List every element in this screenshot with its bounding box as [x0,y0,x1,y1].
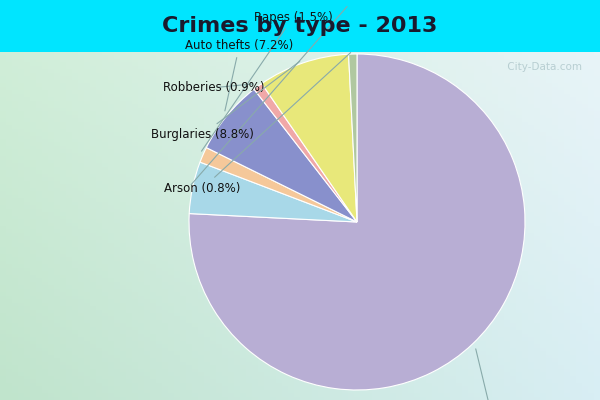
Text: Auto thefts (7.2%): Auto thefts (7.2%) [185,39,293,111]
Wedge shape [262,54,357,222]
Text: Assaults (5.0%): Assaults (5.0%) [191,0,403,185]
Wedge shape [189,54,525,390]
Wedge shape [254,84,357,222]
Text: Robberies (0.9%): Robberies (0.9%) [163,81,265,94]
Text: City-Data.com: City-Data.com [504,62,582,72]
Wedge shape [349,54,357,222]
Text: Crimes by type - 2013: Crimes by type - 2013 [163,16,437,36]
Text: Thefts (75.8%): Thefts (75.8%) [457,349,543,400]
Text: Arson (0.8%): Arson (0.8%) [164,52,350,195]
Text: Burglaries (8.8%): Burglaries (8.8%) [151,61,300,141]
Wedge shape [189,162,357,222]
Wedge shape [206,89,357,222]
Text: Rapes (1.5%): Rapes (1.5%) [202,10,332,151]
Wedge shape [200,148,357,222]
